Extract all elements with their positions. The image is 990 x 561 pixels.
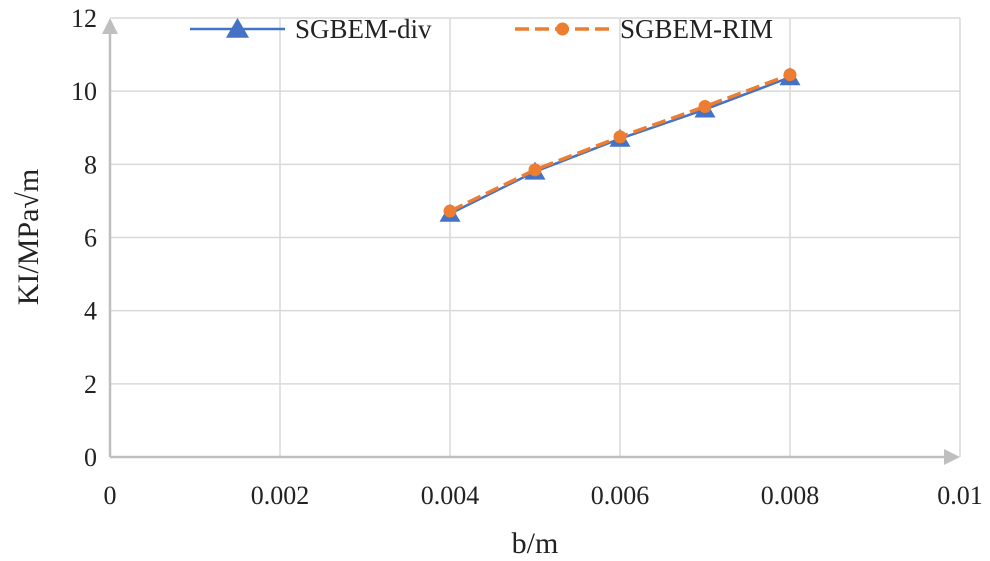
legend-marker-circle [556,22,569,36]
x-tick-label: 0.006 [591,481,650,510]
y-tick-label: 12 [71,4,97,33]
y-axis-arrow [102,18,118,34]
x-tick-label: 0 [104,481,117,510]
y-tick-label: 4 [84,297,97,326]
x-tick-label: 0.008 [761,481,820,510]
x-tick-label: 0.002 [251,481,310,510]
y-axis-title: KI/MPa√m [12,169,45,305]
y-tick-label: 8 [84,150,97,179]
series [439,67,801,222]
data-point-circle [613,130,627,144]
data-point-circle [698,100,712,114]
y-tick-label: 0 [84,443,97,472]
y-tick-label: 2 [84,370,97,399]
x-tick-label: 0.01 [937,481,983,510]
x-axis-title: b/m [512,527,559,560]
grid [110,17,961,457]
data-point-circle [783,68,797,82]
axes [102,18,960,465]
x-axis-arrow [944,449,960,465]
legend-marker-triangle [225,18,250,38]
y-tick-label: 6 [84,224,97,253]
legend-label: SGBEM-RIM [620,14,773,44]
tick-labels: 0 2 4 6 8 10 12 0 0.002 0.004 0.006 0.008 0.01 [71,4,983,510]
data-point-circle [443,204,457,218]
series-sgbem-rim [443,68,797,218]
legend-label: SGBEM-div [295,14,432,44]
x-tick-label: 0.004 [421,481,480,510]
y-tick-label: 10 [71,77,97,106]
data-point-circle [528,163,542,177]
legend-item: SGBEM-div [190,14,432,44]
legend: SGBEM-div SGBEM-RIM [190,14,773,44]
legend-item: SGBEM-RIM [515,14,773,44]
